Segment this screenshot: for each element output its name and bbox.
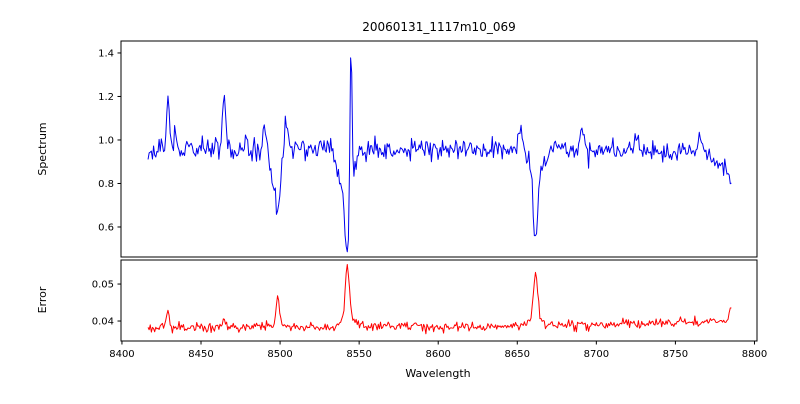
x-tick-label: 8700: [584, 349, 609, 360]
spectrum-y-tick-label: 1.2: [98, 92, 114, 103]
x-tick-label: 8800: [742, 349, 767, 360]
chart-title: 20060131_1117m10_069: [362, 20, 515, 34]
spectrum-line: [147, 57, 732, 253]
x-tick-label: 8600: [425, 349, 450, 360]
error-y-axis-label: Error: [36, 286, 49, 313]
error-y-tick-label: 0.04: [92, 317, 114, 328]
spectrum-y-tick-label: 1.0: [98, 135, 114, 146]
error-y-tick-label: 0.05: [92, 280, 114, 291]
error-line: [147, 263, 732, 335]
axes-layer: [120, 40, 758, 342]
spectrum-axes-frame: [120, 40, 758, 258]
x-tick-label: 8550: [346, 349, 371, 360]
x-tick-label: 8400: [109, 349, 134, 360]
x-tick-label: 8650: [505, 349, 530, 360]
spectrum-y-tick-label: 0.6: [98, 222, 114, 233]
spectrum-y-axis-label: Spectrum: [36, 122, 49, 175]
tick-layer: 0.6 0.8 1.0 1.2 1.4 0.04 0.05 8400 8450 8500 8550 8…: [92, 48, 767, 360]
x-tick-label: 8500: [267, 349, 292, 360]
x-tick-label: 8450: [188, 349, 213, 360]
error-axes-frame: [120, 259, 758, 342]
x-tick-label: 8750: [663, 349, 688, 360]
series-layer: [147, 57, 732, 335]
x-axis-label: Wavelength: [405, 367, 470, 380]
spectrum-y-tick-label: 0.8: [98, 179, 114, 190]
spectrum-y-tick-label: 1.4: [98, 48, 114, 59]
